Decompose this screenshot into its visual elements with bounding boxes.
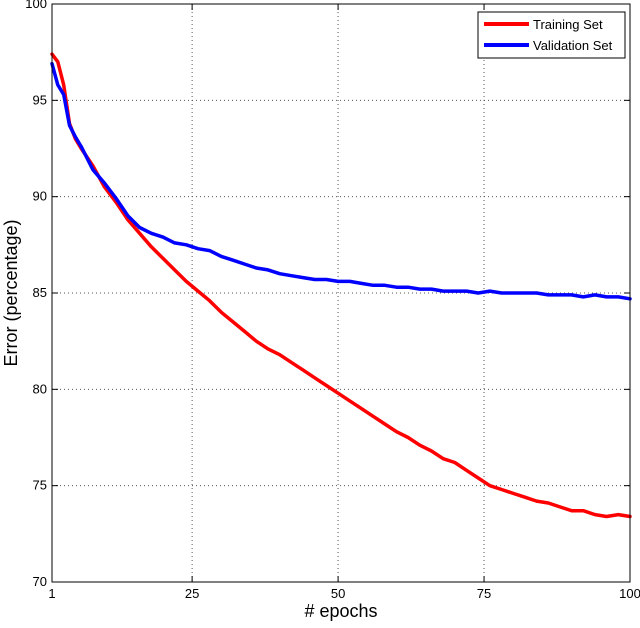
series-layer (50, 52, 632, 519)
y-tick-label: 95 (33, 92, 47, 107)
legend-label-training-set: Training Set (533, 17, 603, 32)
legend-label-validation-set: Validation Set (533, 38, 613, 53)
axis-ticks (51, 3, 631, 583)
y-tick-label: 70 (33, 574, 47, 589)
y-tick-label: 75 (33, 478, 47, 493)
y-axis-label: Error (percentage) (1, 219, 21, 366)
x-tick-label: 100 (619, 586, 640, 601)
series-line-validation-set (50, 61, 632, 301)
tick-labels: 1 25 50 75 100 70 75 80 85 90 95 100 (25, 0, 640, 601)
x-tick-label: 25 (185, 586, 199, 601)
legend: Training Set Validation Set (477, 11, 626, 59)
x-tick-label: 75 (477, 586, 491, 601)
grid (52, 4, 630, 582)
x-tick-label: 50 (331, 586, 345, 601)
y-tick-label: 90 (33, 189, 47, 204)
x-tick-label: 1 (48, 586, 55, 601)
series-line-training-set (50, 52, 632, 519)
legend-box (477, 11, 626, 59)
y-tick-label: 85 (33, 285, 47, 300)
y-tick-label: 100 (25, 0, 47, 11)
x-axis-label: # epochs (304, 601, 377, 621)
y-tick-label: 80 (33, 381, 47, 396)
